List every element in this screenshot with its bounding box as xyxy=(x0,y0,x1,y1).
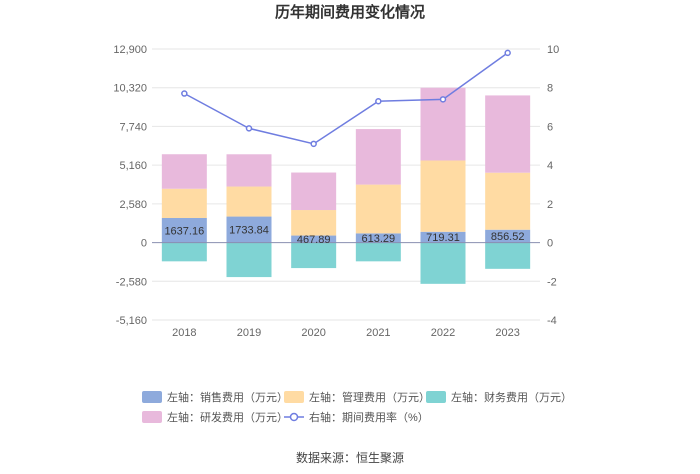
rate-point xyxy=(439,96,447,103)
left-tick-label: 12,900 xyxy=(113,44,147,56)
left-tick-label: -5,160 xyxy=(116,315,147,327)
bar-segment xyxy=(161,218,207,243)
bar-value-label: 719.31 xyxy=(426,232,460,244)
legend-swatch xyxy=(426,391,446,403)
x-tick-label: 2019 xyxy=(237,327,261,339)
x-tick-label: 2022 xyxy=(431,327,455,339)
bar-layer xyxy=(161,87,531,284)
bar-segment xyxy=(355,242,401,262)
bar-segment xyxy=(420,160,466,232)
bar-segment xyxy=(485,172,531,230)
legend-label: 右轴：期间费用率（%） xyxy=(309,410,429,424)
rate-point xyxy=(504,49,511,57)
bar-segment xyxy=(485,242,531,269)
bar-segment xyxy=(161,188,207,219)
left-tick-label: 0 xyxy=(141,238,147,250)
rate-point xyxy=(245,125,253,132)
line-layer xyxy=(181,49,511,148)
legend-swatch-marker xyxy=(289,412,299,422)
x-tick-label: 2018 xyxy=(172,327,196,339)
bar-segment xyxy=(291,210,337,236)
legend-swatch xyxy=(142,391,162,403)
right-tick-label: 10 xyxy=(547,44,559,56)
left-tick-label: 10,320 xyxy=(113,83,147,95)
label-layer: 1637.16 1733.84 467.89 613.29 719.31 856.52 xyxy=(164,225,524,246)
bar-segment xyxy=(291,235,337,243)
legend-label: 左轴：研发费用（万元） xyxy=(167,410,288,424)
bar-segment xyxy=(355,129,401,185)
legend-item: 右轴：期间费用率（%） xyxy=(284,410,429,424)
bar-segment xyxy=(226,216,272,243)
x-tick-label: 2020 xyxy=(301,327,325,339)
bar-segment xyxy=(291,242,337,269)
legend-label: 左轴：财务费用（万元） xyxy=(451,390,572,404)
right-tick-label: -2 xyxy=(547,276,557,288)
legend-swatch xyxy=(142,411,162,423)
bar-segment xyxy=(226,242,272,278)
legend-swatch xyxy=(284,391,304,403)
bar-segment xyxy=(485,95,531,173)
bar-segment xyxy=(355,184,401,234)
bar-value-label: 613.29 xyxy=(362,233,396,245)
left-tick-label: 2,580 xyxy=(119,199,147,211)
legend-item: 左轴：财务费用（万元） xyxy=(426,390,572,404)
x-tick-label: 2023 xyxy=(495,327,519,339)
bar-segment xyxy=(161,154,207,189)
right-tick-label: 0 xyxy=(547,238,553,250)
right-tick-label: 6 xyxy=(547,121,553,133)
bar-segment xyxy=(355,233,401,243)
legend: 左轴：销售费用（万元） 左轴：管理费用（万元） 左轴：财务费用（万元） 左轴：研发费用… xyxy=(142,390,572,424)
left-tick-label: 5,160 xyxy=(119,160,147,172)
bar-segment xyxy=(161,242,207,262)
source-text: 数据来源：恒生聚源 xyxy=(296,450,404,465)
legend-item: 左轴：研发费用（万元） xyxy=(142,410,288,424)
rate-point xyxy=(181,90,188,97)
bar-segment xyxy=(226,154,272,187)
legend-label: 左轴：管理费用（万元） xyxy=(309,390,430,404)
rate-line xyxy=(183,52,509,145)
bar-value-label: 1637.16 xyxy=(164,225,204,237)
bar-segment xyxy=(226,186,272,217)
bar-segment xyxy=(485,229,531,243)
legend-item: 左轴：管理费用（万元） xyxy=(284,390,430,404)
bar-segment xyxy=(291,172,337,211)
legend-label: 左轴：销售费用（万元） xyxy=(167,390,288,404)
right-tick-label: 2 xyxy=(547,199,553,211)
grid-layer xyxy=(152,48,540,321)
rate-point xyxy=(310,140,317,148)
chart-title: 历年期间费用变化情况 xyxy=(275,3,425,21)
bar-value-label: 1733.84 xyxy=(229,225,269,237)
right-tick-label: 8 xyxy=(547,83,553,95)
bar-segment xyxy=(420,231,466,243)
axis-layer: -5,160 -2,580 0 2,580 5,160 7,740 10,320 12,900… xyxy=(113,44,559,339)
left-tick-label: 7,740 xyxy=(119,121,147,133)
bar-value-label: 467.89 xyxy=(297,234,331,246)
bar-value-label: 856.52 xyxy=(491,231,525,243)
rate-point xyxy=(375,98,382,105)
bar-segment xyxy=(420,242,466,284)
right-tick-label: 4 xyxy=(547,160,553,172)
right-tick-label: -4 xyxy=(547,315,557,327)
legend-item: 左轴：销售费用（万元） xyxy=(142,390,288,404)
left-tick-label: -2,580 xyxy=(116,276,147,288)
x-tick-label: 2021 xyxy=(366,327,390,339)
